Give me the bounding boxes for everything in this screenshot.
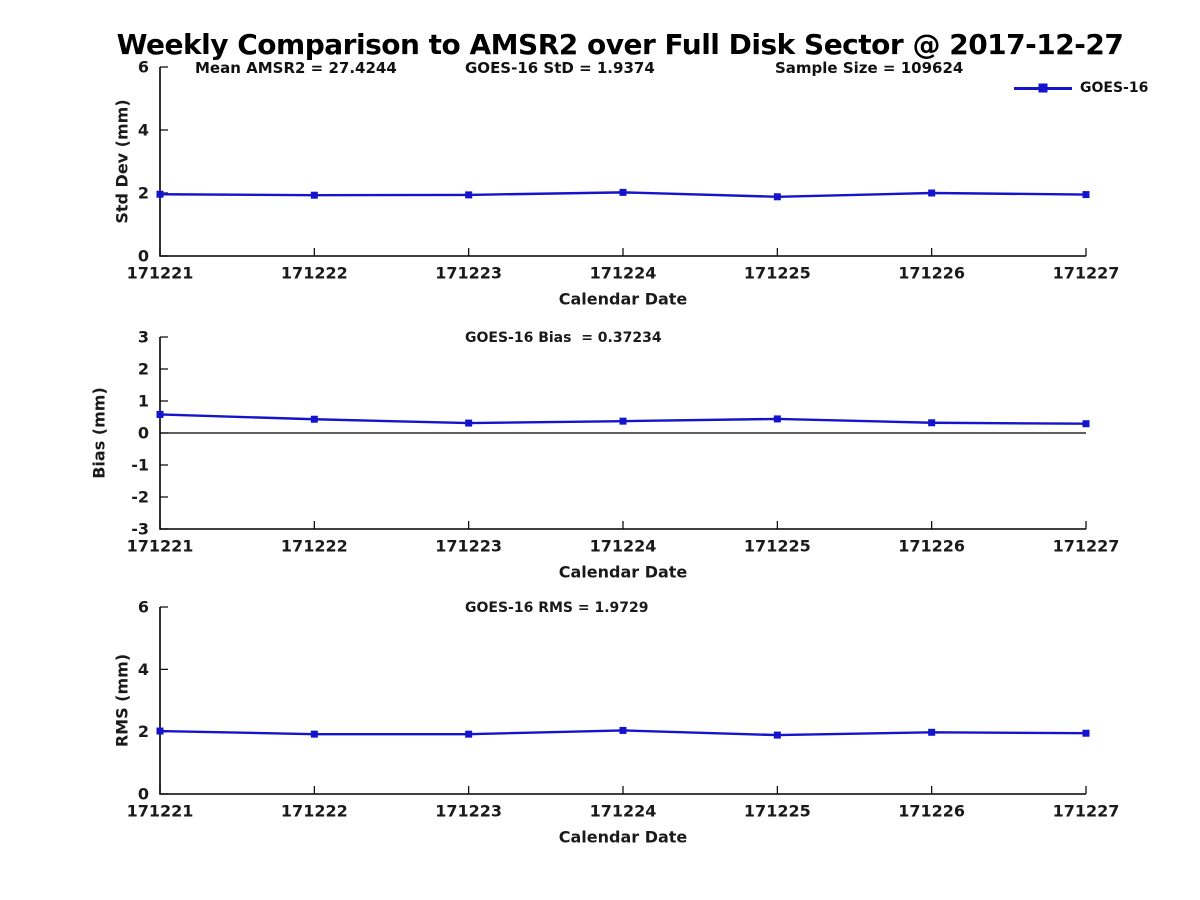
legend: GOES-16 [1014, 80, 1148, 96]
y-axis-tick-label: 0 [138, 785, 149, 804]
data-point [619, 417, 627, 425]
x-axis-tick-label: 171221 [127, 802, 194, 821]
y-axis-tick-label: 2 [138, 722, 149, 741]
data-point [1082, 420, 1090, 428]
x-axis-tick-label: 171221 [127, 537, 194, 556]
y-axis-tick-label: 6 [138, 598, 149, 617]
x-axis-tick-label: 171224 [590, 537, 657, 556]
y-axis-label: Std Dev (mm) [113, 99, 132, 223]
x-axis-tick-label: 171226 [898, 802, 965, 821]
subplot-bias: -3 -2 -1 0 1 2 3 171221 171222 171223 171224 171225… [90, 328, 1120, 581]
x-axis-tick-label: 171223 [435, 802, 502, 821]
data-point [156, 727, 164, 735]
data-point [310, 191, 318, 199]
data-point [773, 415, 781, 423]
y-axis-tick-label: 3 [138, 328, 149, 347]
data-point [619, 726, 627, 734]
y-axis-label: Bias (mm) [90, 387, 109, 479]
x-axis-tick-label: 171222 [281, 802, 348, 821]
subplot-subtitle: GOES-16 RMS = 1.9729 [465, 600, 649, 616]
x-axis-tick-label: 171224 [590, 264, 657, 283]
data-point [928, 728, 936, 736]
data-point [465, 730, 473, 738]
subplot-rms: 0 2 4 6 171221 171222 171223 171224 171225 171226… [113, 598, 1120, 847]
x-axis-label: Calendar Date [559, 290, 688, 309]
y-axis-tick-label: -3 [131, 520, 149, 539]
data-point [310, 730, 318, 738]
subplot-std-dev: 0 2 4 6 171221 171222 171223 171224 171225 171226… [113, 58, 1120, 309]
x-axis-tick-label: 171223 [435, 537, 502, 556]
data-point [1082, 191, 1090, 199]
data-point [773, 193, 781, 201]
data-point [465, 191, 473, 199]
legend-square-marker-icon [1038, 83, 1048, 93]
x-axis-tick-label: 171226 [898, 264, 965, 283]
y-axis-tick-label: 0 [138, 247, 149, 266]
y-axis-tick-label: 4 [138, 660, 149, 679]
figure-title: Weekly Comparison to AMSR2 over Full Dis… [116, 28, 1124, 61]
data-point [928, 189, 936, 197]
x-axis-tick-label: 171227 [1053, 802, 1120, 821]
x-axis-label: Calendar Date [559, 828, 688, 847]
annotation-mean-amsr2: Mean AMSR2 = 27.4244 [195, 59, 397, 77]
x-axis-label: Calendar Date [559, 563, 688, 581]
data-point [619, 188, 627, 196]
axis-frame [159, 67, 1086, 257]
data-point [156, 190, 164, 198]
x-axis-tick-label: 171225 [744, 537, 811, 556]
x-axis-tick-label: 171222 [281, 537, 348, 556]
x-axis-tick-label: 171227 [1053, 264, 1120, 283]
x-axis-tick-label: 171226 [898, 537, 965, 556]
data-point [928, 419, 936, 427]
x-axis-tick-label: 171223 [435, 264, 502, 283]
x-axis-tick-label: 171221 [127, 264, 194, 283]
y-axis-tick-label: 2 [138, 184, 149, 203]
y-axis-tick-label: 2 [138, 360, 149, 379]
y-axis-tick-label: 0 [138, 424, 149, 443]
y-axis-tick-label: -2 [131, 488, 149, 507]
data-point [156, 410, 164, 418]
data-point [310, 415, 318, 423]
x-axis-tick-label: 171227 [1053, 537, 1120, 556]
data-point [1082, 729, 1090, 737]
y-axis-label: RMS (mm) [113, 654, 132, 747]
y-axis-tick-label: 6 [138, 58, 149, 77]
y-axis-tick-label: 1 [138, 392, 149, 411]
y-axis-tick-label: -1 [131, 456, 149, 475]
x-axis-tick-label: 171225 [744, 802, 811, 821]
x-axis-tick-label: 171222 [281, 264, 348, 283]
y-axis-tick-label: 4 [138, 121, 149, 140]
annotation-goes16-std: GOES-16 StD = 1.9374 [465, 59, 655, 77]
x-axis-tick-label: 171225 [744, 264, 811, 283]
legend-line-sample-icon [1014, 83, 1072, 93]
data-point [465, 419, 473, 427]
x-axis-tick-label: 171224 [590, 802, 657, 821]
data-point [773, 731, 781, 739]
subplot-subtitle: GOES-16 Bias = 0.37234 [465, 330, 662, 346]
axis-frame [159, 607, 1086, 795]
legend-label: GOES-16 [1080, 80, 1149, 96]
annotation-sample-size: Sample Size = 109624 [775, 59, 964, 77]
